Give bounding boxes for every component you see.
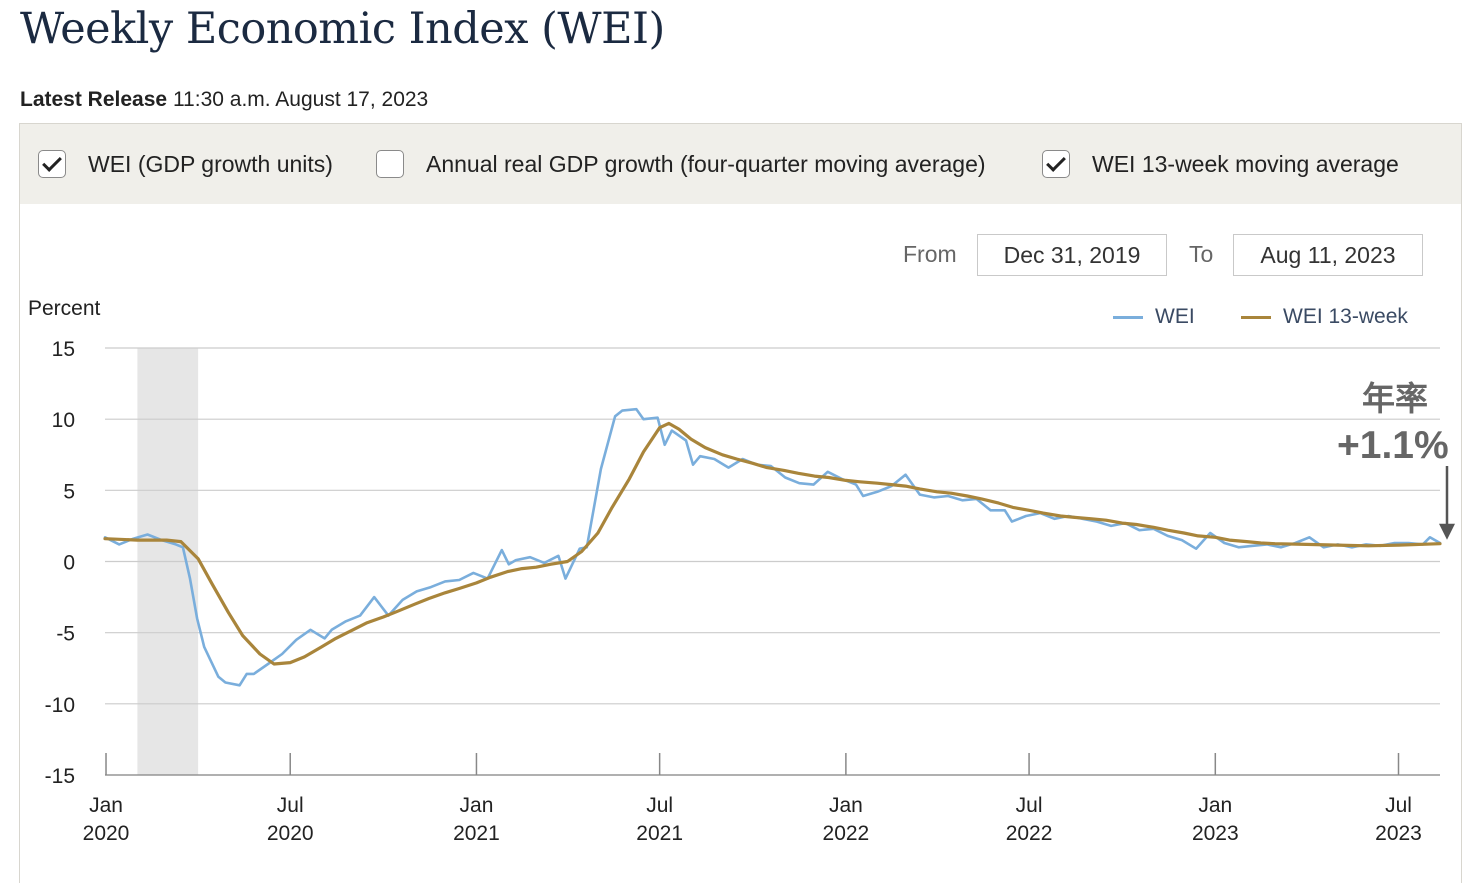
x-tick-label: Jan (89, 794, 123, 817)
series-options-bar: WEI (GDP growth units) Annual real GDP g… (20, 124, 1461, 204)
x-tick-label: 2023 (1375, 822, 1422, 845)
y-tick-label: -5 (56, 623, 75, 646)
chart-panel (19, 123, 1462, 883)
x-tick-label: 2023 (1192, 822, 1239, 845)
option-wei-13-week[interactable]: WEI 13-week moving average (1042, 150, 1399, 178)
wei-checkbox[interactable] (38, 150, 66, 178)
y-tick-label: 15 (52, 338, 75, 361)
annual-gdp-checkbox[interactable] (376, 150, 404, 178)
option-annual-gdp[interactable]: Annual real GDP growth (four-quarter mov… (376, 150, 986, 178)
page-title: Weekly Economic Index (WEI) (20, 4, 665, 54)
y-tick-label: -10 (45, 694, 75, 717)
y-tick-label: 5 (63, 480, 75, 503)
y-tick-label: -15 (45, 765, 75, 788)
x-tick-label: Jul (646, 794, 673, 817)
release-label: Latest Release (20, 88, 168, 111)
x-tick-label: Jul (1385, 794, 1412, 817)
y-axis-label: Percent (28, 297, 101, 320)
option-wei[interactable]: WEI (GDP growth units) (38, 150, 333, 178)
to-label: To (1189, 241, 1214, 267)
from-date-input[interactable]: Dec 31, 2019 (977, 234, 1167, 276)
legend-wei[interactable]: WEI (1113, 305, 1195, 329)
latest-release: Latest Release 11:30 a.m. August 17, 202… (20, 88, 428, 112)
x-tick-label: 2020 (267, 822, 314, 845)
series-line-ma (103, 421, 1442, 666)
legend-wei-swatch (1113, 315, 1143, 319)
option-wei-13-week-label: WEI 13-week moving average (1092, 150, 1399, 177)
x-tick-label: 2022 (823, 822, 870, 845)
x-tick-label: Jan (1198, 794, 1232, 817)
legend-wei-13-week[interactable]: WEI 13-week (1241, 305, 1408, 329)
x-tick-label: 2021 (453, 822, 500, 845)
wei-13-week-checkbox[interactable] (1042, 150, 1070, 178)
x-tick-label: Jul (277, 794, 304, 817)
x-tick-label: 2022 (1006, 822, 1053, 845)
from-label: From (903, 241, 957, 267)
annotation-arrow-head (1439, 523, 1455, 540)
x-tick-label: Jul (1016, 794, 1043, 817)
option-wei-label: WEI (GDP growth units) (88, 150, 333, 177)
option-annual-gdp-label: Annual real GDP growth (four-quarter mov… (426, 150, 986, 177)
legend-wei-label: WEI (1155, 305, 1195, 328)
annual-rate-label: 年率 (1362, 380, 1428, 417)
release-time: 11:30 a.m. August 17, 2023 (172, 88, 429, 111)
legend-ma-label: WEI 13-week (1283, 305, 1408, 328)
y-tick-label: 10 (52, 409, 75, 432)
x-tick-label: 2020 (83, 822, 130, 845)
y-tick-label: 0 (63, 552, 75, 575)
x-tick-label: 2021 (636, 822, 683, 845)
series-line-wei (103, 407, 1442, 687)
legend-ma-swatch (1241, 315, 1271, 319)
x-tick-label: Jan (829, 794, 863, 817)
x-tick-label: Jan (460, 794, 494, 817)
to-date-input[interactable]: Aug 11, 2023 (1233, 234, 1423, 276)
annual-rate-value: +1.1% (1337, 424, 1449, 467)
